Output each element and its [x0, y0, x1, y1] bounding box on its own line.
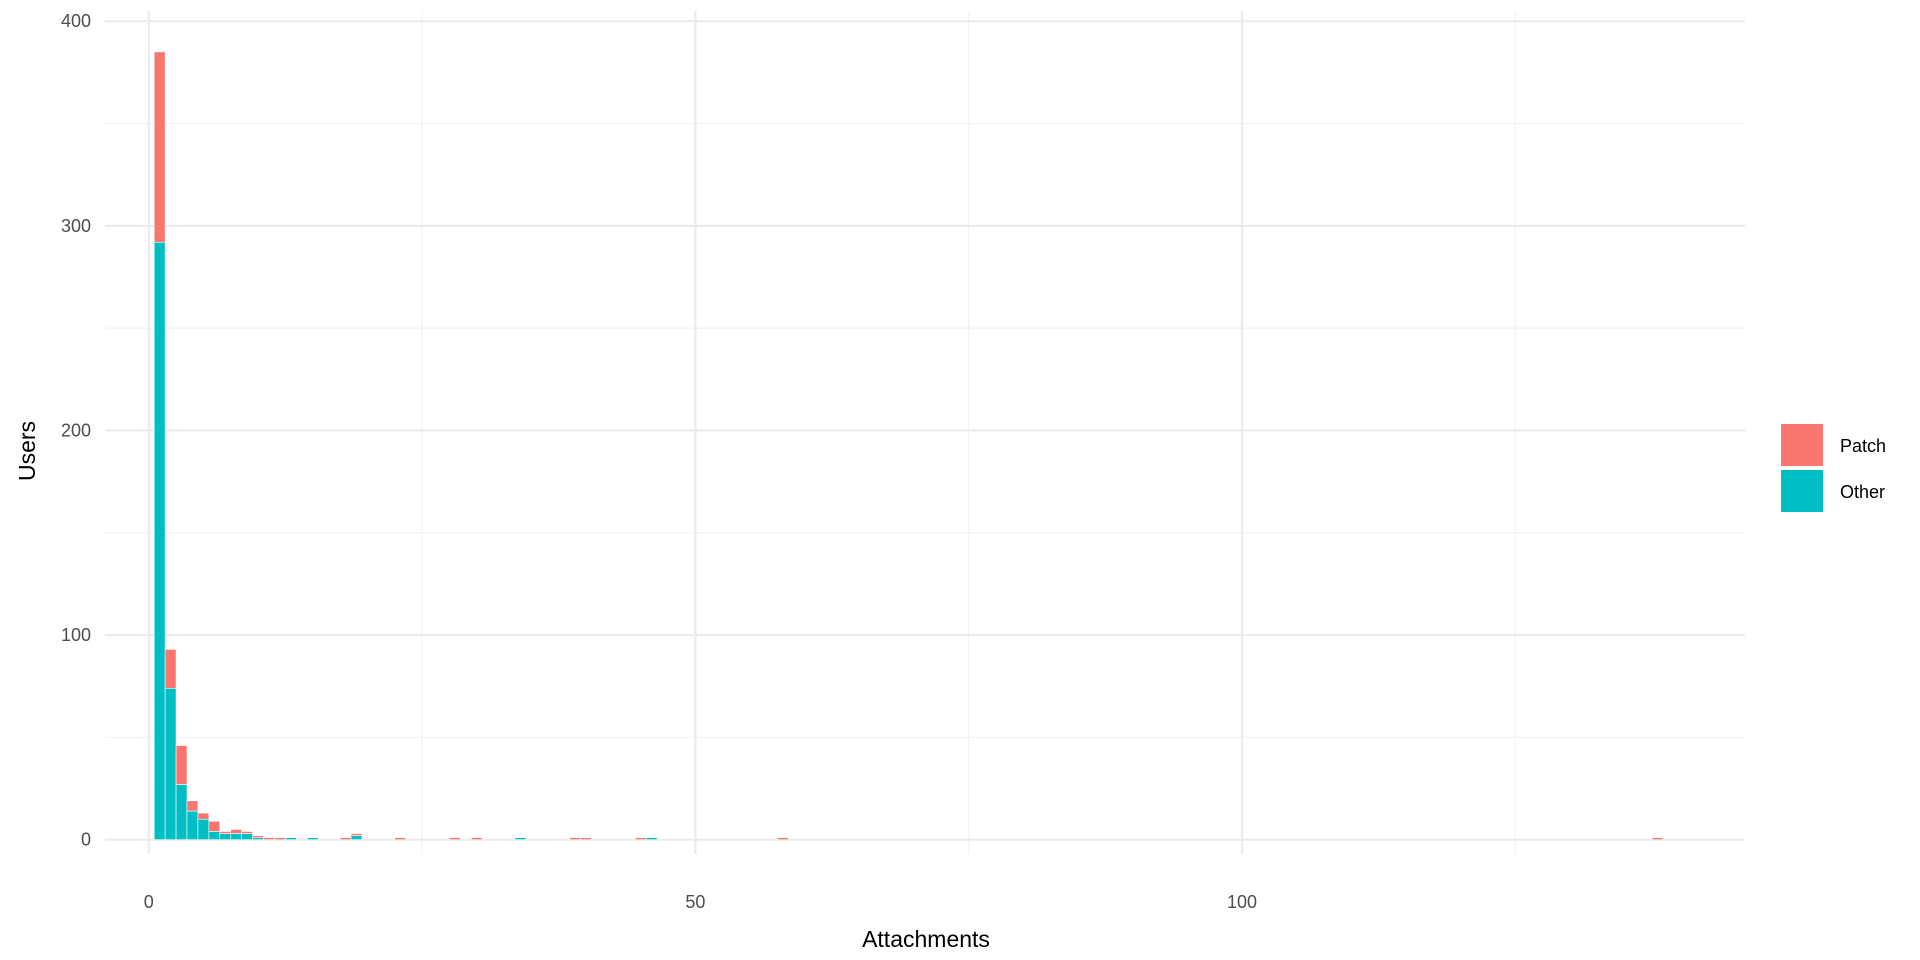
legend-label-other: Other — [1840, 482, 1885, 502]
y-tick-label: 200 — [61, 420, 91, 440]
grid-minor-group — [105, 11, 1745, 854]
bar-patch-x10 — [252, 835, 264, 838]
bar-patch-x138 — [1651, 837, 1664, 840]
bar-patch-x18 — [339, 837, 352, 840]
bar-patch-x19 — [350, 833, 363, 836]
legend-label-patch: Patch — [1840, 436, 1886, 456]
bar-patch-x2 — [164, 649, 177, 689]
grid-major-group — [105, 11, 1745, 854]
bar-patch-x30 — [470, 837, 483, 840]
bar-patch-x58 — [777, 837, 789, 840]
bar-patch-x45 — [634, 837, 647, 840]
bar-patch-x12 — [274, 837, 286, 840]
bar-other-x4 — [186, 810, 199, 840]
bar-patch-x7 — [219, 831, 232, 834]
y-axis-title: Users — [14, 421, 40, 481]
bar-other-x13 — [285, 837, 297, 840]
x-tick-labels: 0 50 100 — [144, 892, 1257, 912]
x-axis-title: Attachments — [862, 926, 990, 952]
bar-other-x5 — [197, 818, 210, 840]
bar-patch-x23 — [394, 837, 406, 840]
bar-patch-x9 — [241, 831, 253, 834]
bars-group — [153, 51, 1664, 840]
bar-patch-x39 — [569, 837, 581, 840]
bar-other-x3 — [175, 784, 188, 840]
x-tick-label: 50 — [685, 892, 705, 912]
bar-other-x9 — [241, 833, 253, 840]
bar-other-x1 — [153, 241, 166, 840]
legend-key-patch — [1781, 424, 1823, 466]
bar-patch-x8 — [230, 829, 242, 834]
bar-patch-x3 — [175, 745, 188, 785]
bar-other-x15 — [306, 837, 319, 840]
legend: Patch Other — [1781, 424, 1886, 512]
bar-patch-x1 — [153, 51, 166, 243]
y-tick-label: 0 — [81, 830, 91, 850]
y-tick-label: 100 — [61, 625, 91, 645]
bar-patch-x5 — [197, 812, 210, 820]
bar-other-x2 — [164, 687, 177, 840]
bar-patch-x40 — [580, 837, 592, 840]
bar-other-x19 — [350, 835, 363, 840]
bar-other-x46 — [645, 837, 658, 840]
y-tick-label: 300 — [61, 216, 91, 236]
legend-key-other — [1781, 470, 1823, 512]
bar-patch-x6 — [208, 820, 221, 832]
bar-patch-x28 — [449, 837, 461, 840]
bar-other-x7 — [219, 833, 232, 840]
bar-other-x8 — [230, 833, 242, 840]
bar-other-x6 — [208, 831, 221, 840]
bar-patch-x11 — [263, 837, 275, 840]
y-tick-label: 400 — [61, 11, 91, 31]
bar-other-x10 — [252, 837, 264, 840]
y-tick-labels: 0 100 200 300 400 — [61, 11, 91, 849]
bar-other-x34 — [514, 837, 527, 840]
x-tick-label: 100 — [1227, 892, 1257, 912]
x-tick-label: 0 — [144, 892, 154, 912]
bar-patch-x4 — [186, 800, 199, 812]
